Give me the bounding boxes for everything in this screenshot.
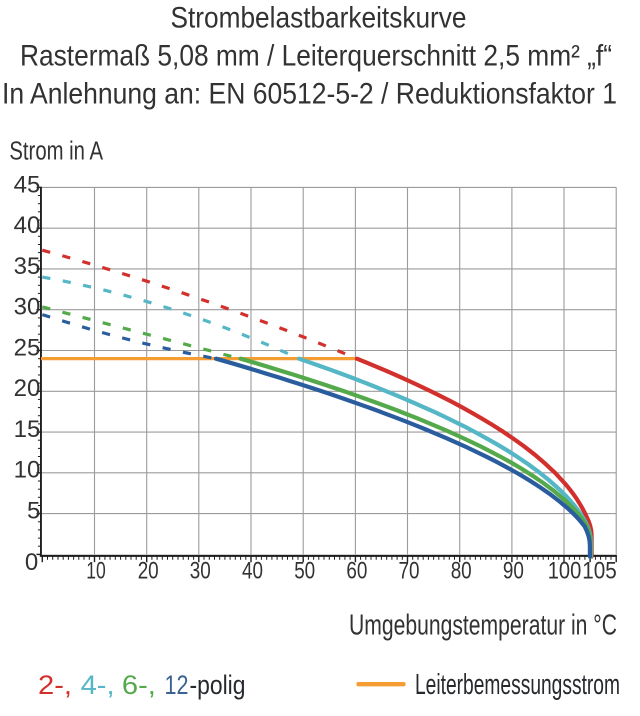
svg-text:5: 5 — [27, 498, 40, 525]
svg-text:15: 15 — [14, 416, 41, 443]
svg-text:12: 12 — [165, 670, 189, 700]
svg-text:25: 25 — [14, 334, 41, 361]
svg-text:Rastermaß 5,08 mm / Leiterquer: Rastermaß 5,08 mm / Leiterquerschnitt 2,… — [20, 40, 612, 73]
svg-text:105: 105 — [582, 558, 617, 585]
svg-text:Strom in A: Strom in A — [9, 138, 103, 166]
svg-text:4-,: 4-, — [81, 670, 115, 700]
svg-text:20: 20 — [14, 375, 41, 402]
svg-text:50: 50 — [294, 558, 315, 585]
svg-text:-polig: -polig — [190, 670, 246, 700]
svg-text:0: 0 — [25, 549, 38, 576]
svg-text:80: 80 — [451, 558, 472, 585]
svg-text:100: 100 — [548, 558, 582, 585]
svg-text:20: 20 — [138, 558, 159, 585]
svg-text:Strombelastbarkeitskurve: Strombelastbarkeitskurve — [171, 2, 467, 35]
svg-text:Umgebungstemperatur in °C: Umgebungstemperatur in °C — [349, 610, 617, 642]
svg-text:30: 30 — [190, 558, 211, 585]
svg-text:70: 70 — [399, 558, 420, 585]
svg-text:Leiterbemessungsstrom: Leiterbemessungsstrom — [415, 669, 620, 701]
svg-text:90: 90 — [503, 558, 524, 585]
svg-text:6-,: 6-, — [122, 670, 156, 700]
svg-text:60: 60 — [346, 558, 367, 585]
svg-text:40: 40 — [14, 212, 41, 239]
svg-text:45: 45 — [14, 171, 41, 198]
svg-text:10: 10 — [86, 558, 106, 585]
svg-text:30: 30 — [14, 294, 41, 321]
svg-text:2-,: 2-, — [38, 670, 72, 700]
svg-text:In Anlehnung an: EN 60512-5-2: In Anlehnung an: EN 60512-5-2 / Reduktio… — [2, 78, 617, 111]
svg-text:40: 40 — [242, 558, 263, 585]
svg-text:10: 10 — [14, 457, 41, 484]
svg-text:35: 35 — [14, 253, 41, 280]
